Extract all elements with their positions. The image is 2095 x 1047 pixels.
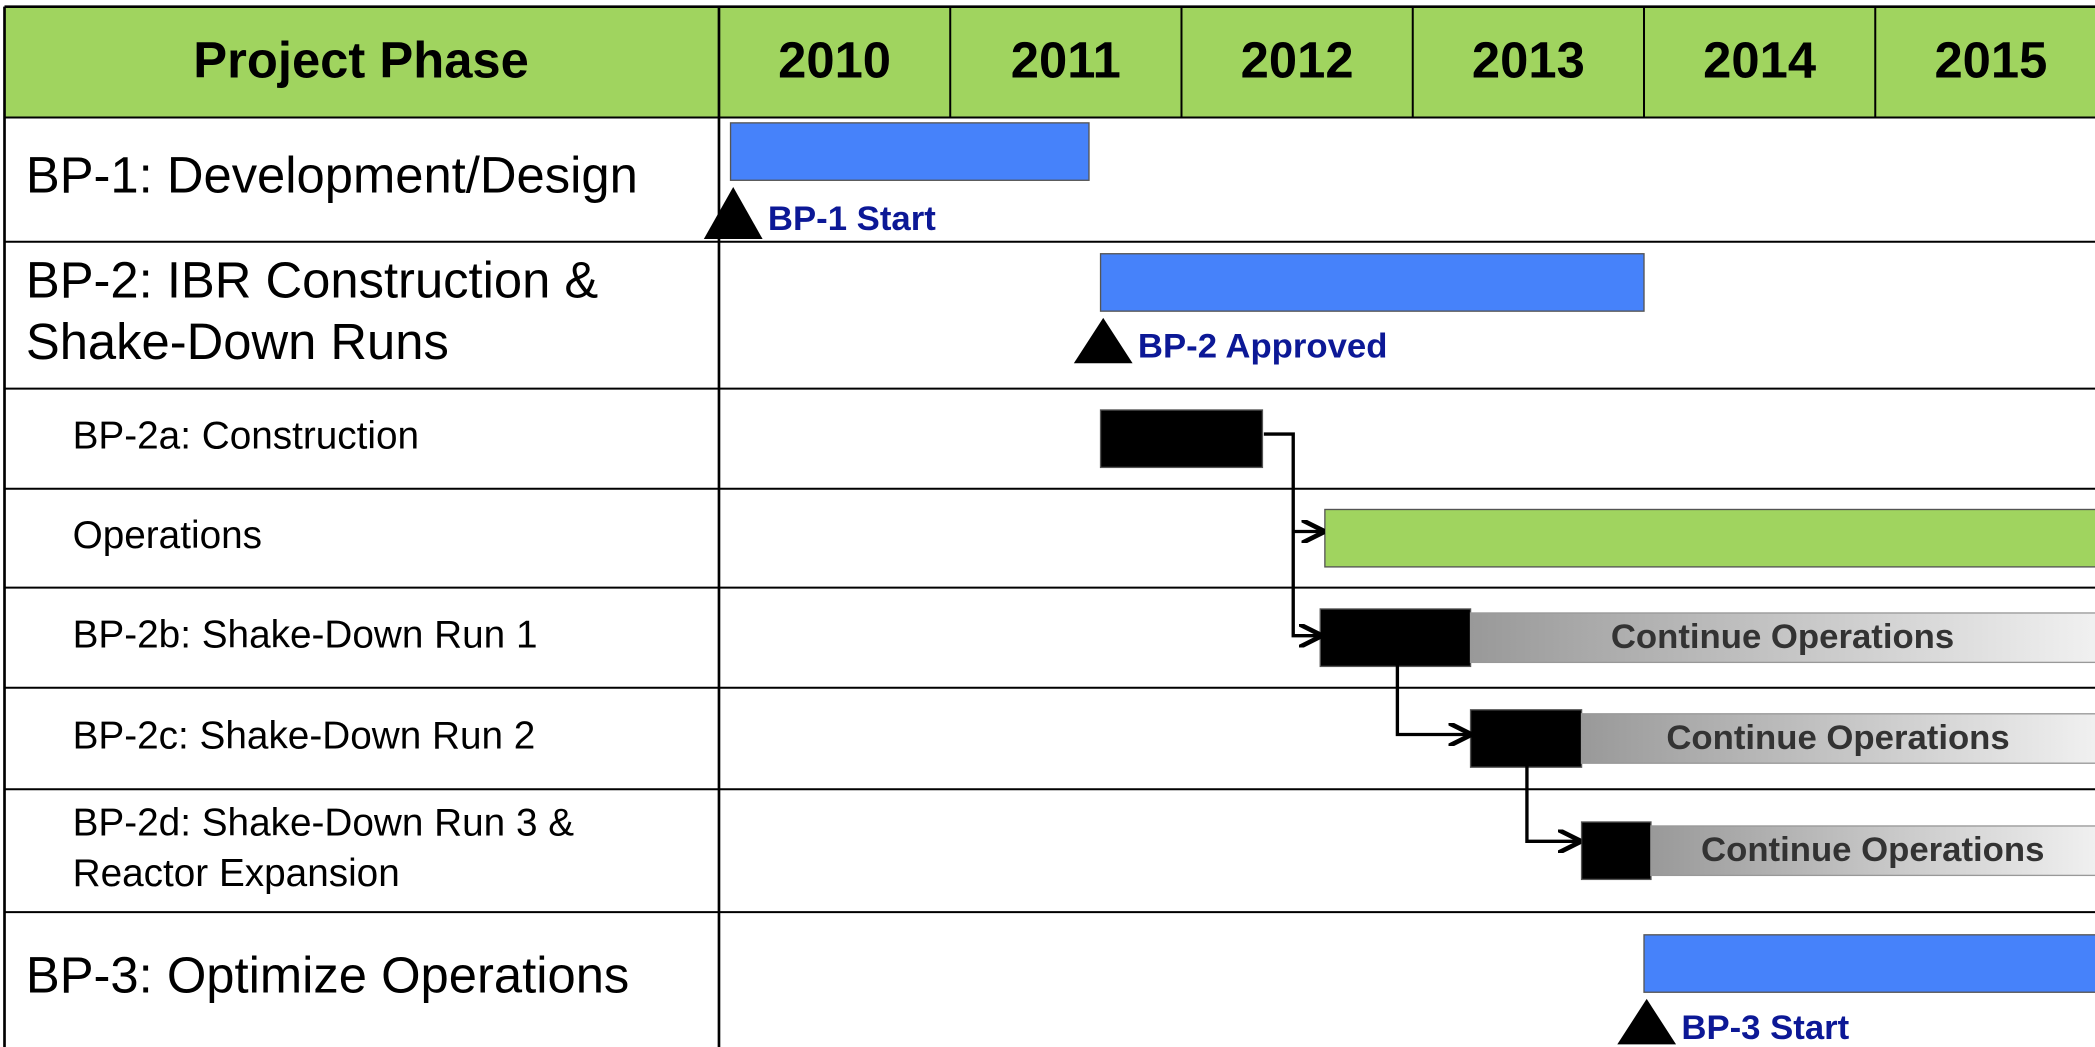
- task-bar: [1580, 821, 1652, 881]
- continue-bar: [1469, 612, 2095, 664]
- bar-label: Continue Operations: [1611, 618, 1954, 656]
- bar-label: Continue Operations: [1701, 831, 2044, 869]
- row-label: Operations: [73, 514, 262, 557]
- labels: 2010 2011 2012 2013 2014 2015 BP-1: Developmen…: [26, 32, 2047, 1047]
- row-label: BP-2d: Shake-Down Run 3 & Reactor Expansi…: [73, 802, 575, 896]
- dependency-arrow: [1395, 662, 1469, 734]
- dependency-arrow: [1263, 432, 1320, 636]
- grid: [3, 5, 2095, 1047]
- continue-bar: [1580, 713, 2095, 764]
- milestone-label: BP-3 Start: [1681, 1009, 1849, 1047]
- header-background: [4, 6, 2095, 118]
- row-label: BP-2a: Construction: [73, 415, 419, 458]
- dependency-links: [1263, 432, 1579, 842]
- year-label: 2014: [1703, 32, 1816, 89]
- task-bar: [1319, 608, 1472, 668]
- task-bar: [1324, 508, 2095, 568]
- bar-label: Continue Operations: [1666, 719, 2009, 757]
- task-bar: [1099, 409, 1264, 469]
- year-label: 2011: [1011, 32, 1121, 89]
- year-label: 2013: [1472, 32, 1585, 89]
- row-label: BP-2c: Shake-Down Run 2: [73, 715, 536, 758]
- milestone: [703, 186, 763, 240]
- milestone: [1073, 317, 1133, 364]
- year-label: 2010: [778, 32, 891, 89]
- milestone-label: BP-2 Approved: [1138, 328, 1388, 366]
- row-label: BP-1: Development/Design: [26, 147, 638, 204]
- row-label-line: BP-2a: Construction: [73, 415, 419, 458]
- row-label-line: BP-2b: Shake-Down Run 1: [73, 614, 538, 657]
- row-label: BP-3: Optimize Operations: [26, 947, 629, 1004]
- task-bar: [1643, 934, 2095, 993]
- row-label-line: BP-1: Development/Design: [26, 147, 638, 204]
- header-title: Project Phase: [193, 32, 529, 89]
- milestone-label: BP-1 Start: [768, 200, 936, 238]
- continue-bar: [1650, 825, 2095, 877]
- row-label-line: BP-2c: Shake-Down Run 2: [73, 715, 536, 758]
- bars: [703, 122, 2095, 1045]
- year-label: 2012: [1241, 32, 1354, 89]
- task-bar: [1099, 253, 1645, 312]
- row-label-line: BP-3: Optimize Operations: [26, 947, 629, 1004]
- row-label-line: BP-2d: Shake-Down Run 3 &: [73, 802, 575, 845]
- row-label: BP-2b: Shake-Down Run 1: [73, 614, 538, 657]
- row-label-line: BP-2: IBR Construction &: [26, 252, 599, 309]
- row-label-line: Reactor Expansion: [73, 852, 400, 895]
- task-bar: [729, 122, 1090, 181]
- row-label-line: Shake-Down Runs: [26, 313, 449, 370]
- row-label: BP-2: IBR Construction & Shake-Down Runs: [26, 252, 599, 370]
- dependency-arrow: [1525, 762, 1579, 842]
- row-label-line: Operations: [73, 514, 262, 557]
- milestone: [1617, 998, 1677, 1045]
- task-bar: [1469, 709, 1583, 768]
- year-label: 2015: [1934, 32, 2047, 89]
